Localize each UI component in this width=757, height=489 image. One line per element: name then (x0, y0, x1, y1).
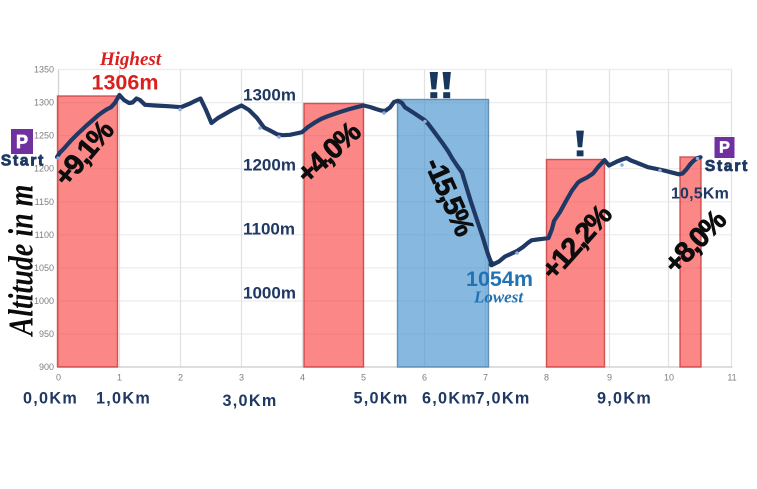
svg-text:5,0Km: 5,0Km (353, 390, 408, 408)
svg-text:Altitude in m: Altitude in m (2, 185, 41, 338)
svg-text:1100m: 1100m (243, 219, 295, 238)
svg-text:950: 950 (39, 329, 54, 339)
svg-text:0,0Km: 0,0Km (23, 390, 78, 408)
svg-text:1100: 1100 (35, 230, 54, 240)
svg-text:5: 5 (361, 373, 366, 383)
svg-text:1350: 1350 (34, 65, 54, 75)
svg-text:8: 8 (544, 373, 549, 383)
svg-text:P: P (719, 140, 730, 157)
svg-text:4: 4 (300, 373, 305, 383)
svg-text:9: 9 (607, 373, 612, 383)
svg-text:900: 900 (39, 362, 54, 372)
svg-text:1054m: 1054m (466, 267, 533, 291)
svg-text:1200m: 1200m (243, 155, 296, 174)
svg-text:7: 7 (483, 373, 488, 383)
svg-text:3,0Km: 3,0Km (222, 392, 277, 410)
svg-text:Start: Start (705, 158, 749, 175)
svg-text:0: 0 (56, 373, 61, 383)
svg-text:7,0Km: 7,0Km (475, 390, 530, 408)
svg-text:10: 10 (664, 373, 674, 383)
svg-text:6: 6 (422, 373, 427, 383)
svg-text:1250: 1250 (34, 131, 54, 141)
svg-text:1000: 1000 (34, 296, 54, 306)
svg-text:P: P (16, 132, 28, 152)
svg-text:1050: 1050 (34, 263, 54, 273)
svg-text:11: 11 (727, 373, 736, 383)
svg-text:1,0Km: 1,0Km (96, 390, 151, 408)
svg-text:1150: 1150 (35, 197, 54, 207)
svg-text:1300m: 1300m (243, 86, 296, 105)
svg-text:1300: 1300 (34, 98, 54, 108)
svg-text:Lowest: Lowest (473, 288, 524, 307)
svg-text:1000m: 1000m (243, 284, 296, 303)
svg-text:Highest: Highest (99, 49, 162, 70)
svg-text:6,0Km: 6,0Km (422, 390, 477, 408)
svg-text:1306m: 1306m (92, 71, 159, 95)
svg-text:Start: Start (1, 153, 45, 170)
svg-text:1: 1 (117, 373, 122, 383)
svg-text:3: 3 (239, 373, 244, 383)
svg-text:10,5Km: 10,5Km (671, 186, 729, 203)
svg-text:2: 2 (178, 373, 183, 383)
svg-text:1200: 1200 (34, 164, 54, 174)
svg-text:9,0Km: 9,0Km (597, 390, 652, 408)
